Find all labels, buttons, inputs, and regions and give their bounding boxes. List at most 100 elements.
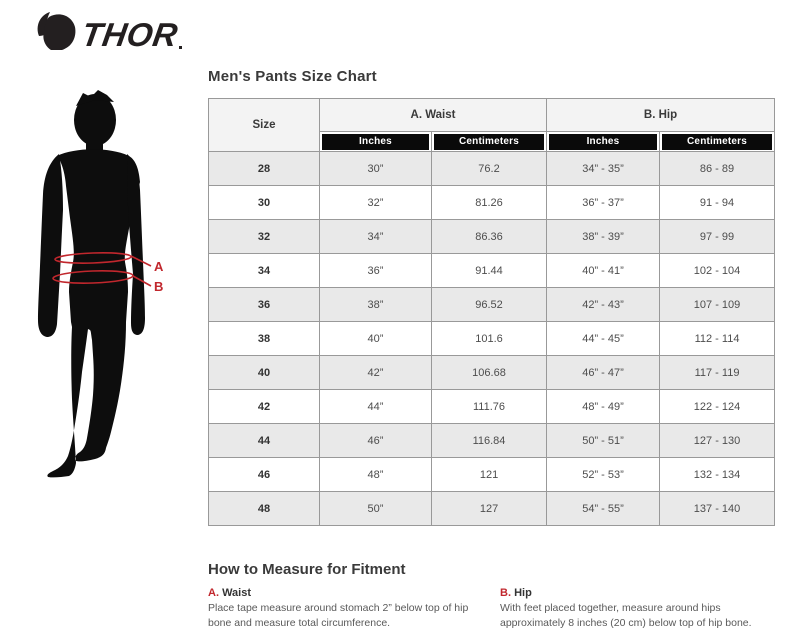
cell-size: 46 — [208, 457, 320, 492]
table-row: 36 38” 96.52 42” - 43” 107 - 109 — [208, 287, 776, 322]
table-row: 28 30” 76.2 34” - 35” 86 - 89 — [208, 151, 776, 186]
waist-pointer-line — [130, 255, 152, 267]
cell-hip-cm: 122 - 124 — [659, 389, 776, 424]
cell-size: 38 — [208, 321, 320, 356]
thor-logo: THOR — [33, 10, 188, 54]
cell-waist-inches: 50” — [319, 491, 432, 526]
measure-description-waist: Place tape measure around stomach 2” bel… — [208, 602, 469, 629]
cell-hip-cm: 107 - 109 — [659, 287, 776, 322]
cell-hip-cm: 91 - 94 — [659, 185, 776, 220]
table-header-row: Size A. Waist B. Hip — [208, 98, 776, 152]
cell-waist-inches: 34” — [319, 219, 432, 254]
how-to-measure-title: How to Measure for Fitment — [208, 561, 406, 578]
cell-hip-cm: 132 - 134 — [659, 457, 776, 492]
cell-size: 44 — [208, 423, 320, 458]
cell-hip-inches: 44” - 45” — [546, 321, 661, 356]
cell-waist-inches: 48” — [319, 457, 432, 492]
cell-waist-cm: 101.6 — [430, 321, 548, 356]
hip-label-b: B — [154, 279, 163, 294]
cell-hip-cm: 112 - 114 — [659, 321, 776, 356]
column-header-hip: B. Hip — [546, 98, 776, 132]
cell-hip-inches: 40” - 41” — [546, 253, 661, 288]
subheader-waist-centimeters: Centimeters — [434, 134, 545, 150]
body-measurement-figure: A B — [35, 90, 185, 482]
thor-helmet-icon — [37, 12, 76, 50]
cell-waist-cm: 81.26 — [430, 185, 548, 220]
cell-size: 48 — [208, 491, 320, 526]
column-header-size: Size — [208, 98, 320, 152]
cell-hip-inches: 48” - 49” — [546, 389, 661, 424]
cell-hip-inches: 54” - 55” — [546, 491, 661, 526]
cell-waist-inches: 46” — [319, 423, 432, 458]
table-row: 44 46” 116.84 50” - 51” 127 - 130 — [208, 423, 776, 458]
cell-waist-cm: 76.2 — [430, 151, 548, 186]
subheader-waist-inches: Inches — [322, 134, 429, 150]
thor-logo-text: THOR — [79, 17, 180, 54]
table-row: 34 36” 91.44 40” - 41” 102 - 104 — [208, 253, 776, 288]
how-to-measure-section: How to Measure for Fitment A. Waist Plac… — [208, 561, 786, 630]
cell-size: 28 — [208, 151, 320, 186]
cell-waist-cm: 127 — [430, 491, 548, 526]
table-row: 48 50” 127 54” - 55” 137 - 140 — [208, 491, 776, 526]
cell-hip-inches: 46” - 47” — [546, 355, 661, 390]
size-chart-section: Men's Pants Size Chart Size A. Waist B. … — [208, 68, 776, 526]
table-row: 30 32” 81.26 36” - 37” 91 - 94 — [208, 185, 776, 220]
cell-hip-inches: 36” - 37” — [546, 185, 661, 220]
measure-name-waist: Waist — [222, 587, 251, 599]
cell-waist-inches: 44” — [319, 389, 432, 424]
measure-name-hip: Hip — [514, 587, 532, 599]
cell-hip-cm: 86 - 89 — [659, 151, 776, 186]
measure-letter-b: B. — [500, 587, 511, 599]
cell-hip-inches: 38” - 39” — [546, 219, 661, 254]
measure-description-hip: With feet placed together, measure aroun… — [500, 602, 752, 629]
cell-hip-inches: 50” - 51” — [546, 423, 661, 458]
cell-hip-inches: 34” - 35” — [546, 151, 661, 186]
measurement-lines — [52, 252, 152, 287]
cell-waist-cm: 96.52 — [430, 287, 548, 322]
cell-waist-cm: 121 — [430, 457, 548, 492]
cell-size: 36 — [208, 287, 320, 322]
table-row: 40 42” 106.68 46” - 47” 117 - 119 — [208, 355, 776, 390]
hip-measure-ellipse — [52, 270, 134, 284]
silhouette-shape — [38, 90, 145, 478]
cell-waist-inches: 40” — [319, 321, 432, 356]
cell-hip-cm: 97 - 99 — [659, 219, 776, 254]
cell-waist-cm: 91.44 — [430, 253, 548, 288]
thor-logo-wordmark: THOR — [79, 17, 180, 54]
cell-hip-inches: 52” - 53” — [546, 457, 661, 492]
table-row: 38 40” 101.6 44” - 45” 112 - 114 — [208, 321, 776, 356]
cell-waist-inches: 32” — [319, 185, 432, 220]
cell-hip-inches: 42” - 43” — [546, 287, 661, 322]
cell-waist-cm: 111.76 — [430, 389, 548, 424]
cell-size: 32 — [208, 219, 320, 254]
size-chart-title: Men's Pants Size Chart — [208, 68, 377, 85]
table-row: 32 34” 86.36 38” - 39” 97 - 99 — [208, 219, 776, 254]
measure-item-waist: A. Waist Place tape measure around stoma… — [208, 587, 486, 630]
male-silhouette: A B — [38, 90, 164, 478]
cell-waist-inches: 42” — [319, 355, 432, 390]
cell-hip-cm: 127 - 130 — [659, 423, 776, 458]
measure-letter-a: A. — [208, 587, 219, 599]
subheader-hip-inches: Inches — [549, 134, 658, 150]
cell-waist-inches: 36” — [319, 253, 432, 288]
subheader-hip-centimeters: Centimeters — [662, 134, 773, 150]
thor-logo-svg: THOR — [37, 12, 182, 54]
cell-hip-cm: 102 - 104 — [659, 253, 776, 288]
cell-size: 42 — [208, 389, 320, 424]
size-chart-table: Size A. Waist B. Hip Inches Centimeters … — [208, 98, 776, 526]
cell-waist-cm: 86.36 — [430, 219, 548, 254]
cell-size: 30 — [208, 185, 320, 220]
cell-waist-inches: 38” — [319, 287, 432, 322]
table-row: 46 48” 121 52” - 53” 132 - 134 — [208, 457, 776, 492]
cell-hip-cm: 117 - 119 — [659, 355, 776, 390]
cell-size: 40 — [208, 355, 320, 390]
cell-waist-cm: 116.84 — [430, 423, 548, 458]
cell-waist-inches: 30” — [319, 151, 432, 186]
table-row: 42 44” 111.76 48” - 49” 122 - 124 — [208, 389, 776, 424]
measure-item-hip: B. Hip With feet placed together, measur… — [500, 587, 778, 630]
waist-label-a: A — [154, 259, 164, 274]
cell-waist-cm: 106.68 — [430, 355, 548, 390]
cell-size: 34 — [208, 253, 320, 288]
logo-trademark-dot — [179, 46, 182, 49]
column-header-waist: A. Waist — [318, 98, 548, 132]
